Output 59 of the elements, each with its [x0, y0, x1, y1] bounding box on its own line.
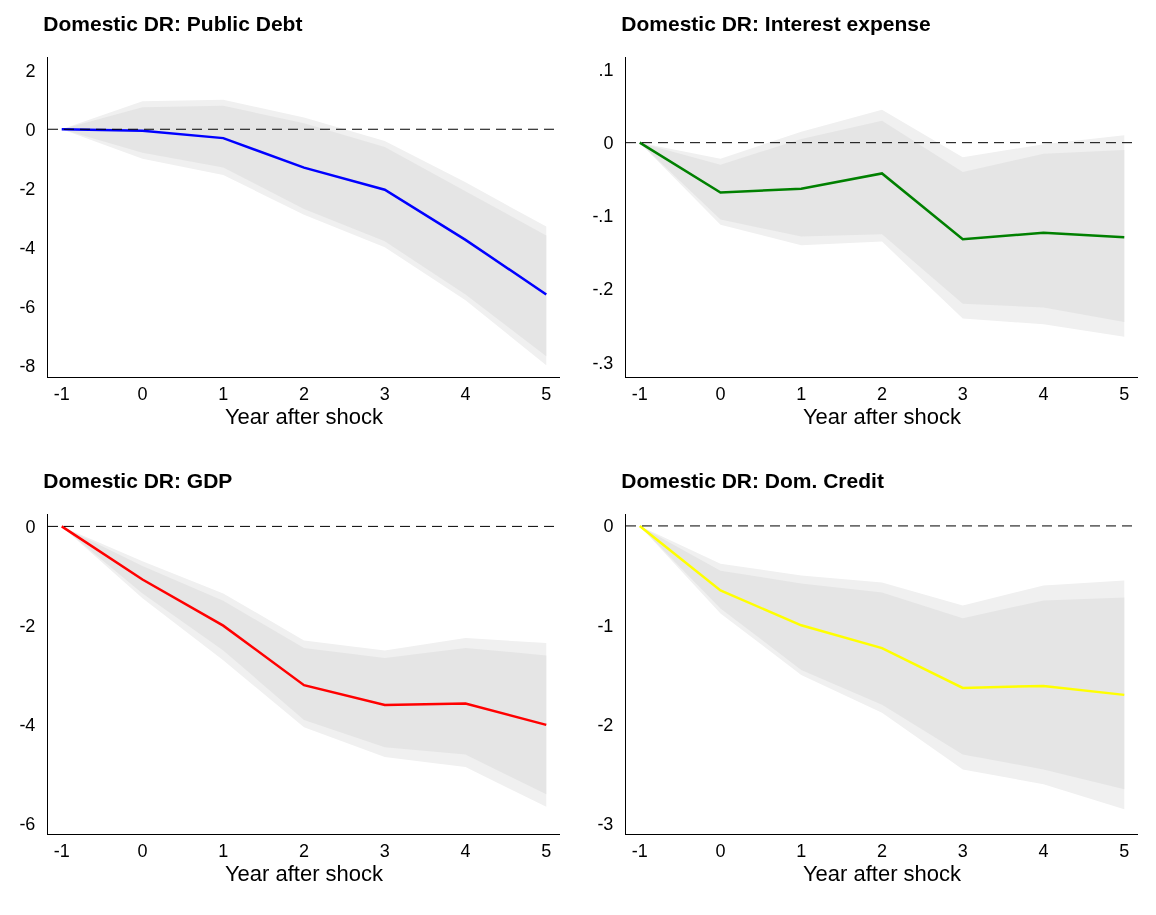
x-tick-label: 0 — [137, 840, 148, 861]
x-tick-label: -1 — [631, 840, 648, 861]
x-axis-title: Year after shock — [224, 404, 385, 430]
x-tick-label: 5 — [1119, 840, 1130, 861]
y-tick-label: 0 — [25, 516, 36, 537]
chart-title: Domestic DR: Interest expense — [621, 11, 931, 35]
y-tick-label: -2 — [19, 178, 36, 199]
y-tick-label: -8 — [19, 355, 36, 376]
x-tick-label: 1 — [796, 840, 807, 861]
y-tick-label: -1 — [597, 615, 614, 636]
x-tick-label: 4 — [1038, 840, 1049, 861]
x-tick-label: 1 — [796, 383, 807, 404]
y-tick-label: -4 — [19, 715, 36, 736]
y-tick-label: -2 — [19, 615, 36, 636]
y-tick-label: 0 — [25, 119, 36, 140]
line-series — [638, 524, 1126, 697]
x-tick-label: 4 — [460, 383, 471, 404]
line-series — [638, 141, 1126, 241]
x-axis-title: Year after shock — [224, 861, 385, 887]
x-tick-label: 3 — [379, 383, 390, 404]
x-tick-label: 2 — [298, 840, 310, 861]
chart-title: Domestic DR: Dom. Credit — [621, 468, 884, 492]
x-tick-label: -1 — [53, 840, 70, 861]
x-tick-label: 0 — [137, 383, 148, 404]
x-tick-label: 4 — [1038, 383, 1049, 404]
chart-title: Domestic DR: Public Debt — [43, 11, 303, 35]
x-tick-label: 2 — [876, 383, 888, 404]
y-tick-label: -.2 — [592, 279, 614, 300]
x-axis-title: Year after shock — [802, 861, 963, 887]
x-tick-label: 1 — [218, 840, 229, 861]
y-tick-label: -.1 — [592, 206, 614, 227]
y-tick-label: -6 — [19, 296, 36, 317]
x-tick-label: 3 — [957, 840, 968, 861]
x-tick-label: 3 — [379, 840, 390, 861]
chart-title: Domestic DR: GDP — [43, 468, 233, 492]
x-tick-label: 2 — [298, 383, 310, 404]
x-tick-label: 0 — [715, 840, 726, 861]
line-series — [60, 525, 548, 727]
y-tick-label: -2 — [597, 714, 614, 735]
x-tick-label: -1 — [631, 383, 648, 404]
x-axis-title: Year after shock — [802, 404, 963, 430]
x-tick-label: 5 — [1119, 383, 1130, 404]
x-tick-label: 5 — [541, 840, 552, 861]
x-tick-label: 5 — [541, 383, 552, 404]
y-tick-label: 2 — [25, 60, 36, 81]
y-tick-label: 0 — [603, 132, 614, 153]
x-tick-label: 3 — [957, 383, 968, 404]
y-tick-label: -6 — [19, 814, 36, 835]
x-tick-label: 0 — [715, 383, 726, 404]
y-tick-label: -.3 — [592, 352, 614, 373]
x-tick-label: 1 — [218, 383, 229, 404]
x-tick-label: 4 — [460, 840, 471, 861]
y-tick-label: -4 — [19, 237, 36, 258]
y-tick-label: .1 — [598, 59, 614, 80]
y-tick-label: 0 — [603, 516, 614, 537]
x-tick-label: 2 — [876, 840, 888, 861]
x-tick-label: -1 — [53, 383, 70, 404]
y-tick-label: -3 — [597, 814, 614, 835]
line-series — [60, 128, 548, 296]
